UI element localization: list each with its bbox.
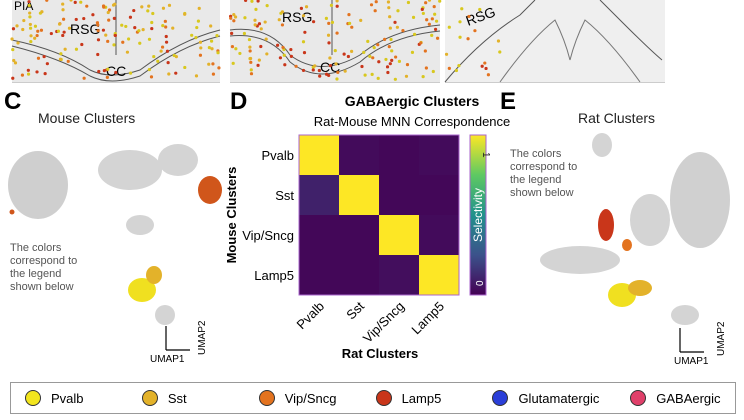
panel-c-title: Mouse Clusters <box>38 110 136 126</box>
rat-umap: UMAP1 UMAP2 <box>540 133 730 367</box>
x-tick-label: Pvalb <box>294 299 328 333</box>
legend-label: Pvalb <box>51 390 84 406</box>
heatmap-cell <box>419 255 459 295</box>
legend-label: Lamp5 <box>401 390 442 406</box>
brain-section-middle <box>230 0 440 83</box>
chart-subtitle: Rat-Mouse MNN Correspondence <box>314 114 510 129</box>
umap1-label: UMAP1 <box>674 356 709 367</box>
panel-d-label: D <box>230 88 248 115</box>
sst-cluster <box>146 266 162 284</box>
label-rsg-left: RSG <box>70 21 100 37</box>
y-axis-label: Mouse Clusters <box>224 167 239 264</box>
sst-dot-icon <box>141 390 158 406</box>
legend-item-sst: Sst <box>141 390 245 406</box>
legend-label: Sst <box>167 390 187 406</box>
heatmap-cell <box>299 175 339 215</box>
colorbar-max: 1 <box>480 152 491 158</box>
heatmap-chart: GABAergic Clusters Rat-Mouse MNN Corresp… <box>224 93 510 361</box>
heatmap-cell <box>339 255 379 295</box>
legend-item-glutamatergic: Glutamatergic <box>492 390 616 406</box>
umap2-label: UMAP2 <box>716 321 727 356</box>
panel-e-label: E <box>500 88 517 115</box>
legend-item-gabaergic: GABAergic <box>630 390 735 406</box>
legend-item-lamp5: Lamp5 <box>375 390 479 406</box>
legend-item-pvalb: Pvalb <box>25 390 128 406</box>
heatmap-cell <box>299 135 339 175</box>
lamp5-cluster <box>598 209 614 241</box>
y-tick-label: Pvalb <box>261 148 294 163</box>
heatmap-cell <box>419 135 459 175</box>
x-tick-label: Vip/Sncg <box>360 299 407 346</box>
legend-label: Glutamatergic <box>518 390 600 406</box>
umap1-label: UMAP1 <box>150 354 185 365</box>
vip-sncg-cluster <box>198 176 222 204</box>
heatmap-cell <box>299 215 339 255</box>
panel-c-label: C <box>4 88 22 115</box>
heatmap-cell <box>379 175 419 215</box>
brain-section-right <box>445 0 665 83</box>
heatmap-cell <box>379 215 419 255</box>
pvalb-cluster <box>128 278 156 302</box>
cluster-legend: Pvalb Sst Vip/Sncg Lamp5 Glutamatergic G… <box>10 382 736 414</box>
y-tick-label: Lamp5 <box>254 268 294 283</box>
vip-sncg-dot-icon <box>258 390 275 406</box>
glutamatergic-dot-icon <box>492 390 509 406</box>
y-tick-label: Sst <box>275 188 294 203</box>
heatmap-cell <box>339 175 379 215</box>
heatmap-cell <box>419 215 459 255</box>
heatmap-cell <box>379 255 419 295</box>
y-tick-label: Vip/Sncg <box>242 228 294 243</box>
pvalb-dot-icon <box>25 390 41 406</box>
gabaergic-dot-icon <box>630 390 647 406</box>
heatmap-cell <box>339 215 379 255</box>
heatmap-cell <box>379 135 419 175</box>
umap2-label: UMAP2 <box>197 320 208 355</box>
chart-title: GABAergic Clusters <box>345 93 480 109</box>
legend-label: GABAergic <box>656 390 721 406</box>
heatmap-cell <box>299 255 339 295</box>
label-rsg-mid: RSG <box>282 9 312 25</box>
heatmap-cell <box>339 135 379 175</box>
colorbar <box>469 134 487 296</box>
x-tick-label: Sst <box>343 298 367 322</box>
panel-c-note: The colors correspond to the legend show… <box>10 242 78 293</box>
colorbar-label: Selectivity <box>471 188 485 242</box>
heatmap-cell <box>419 175 459 215</box>
panel-e-note: The colors correspond to the legend show… <box>510 148 578 199</box>
legend-item-vip-sncg: Vip/Sncg <box>258 390 362 406</box>
panel-e-title: Rat Clusters <box>578 110 656 126</box>
x-tick-label: Lamp5 <box>408 299 447 338</box>
colorbar-min: 0 <box>475 280 486 286</box>
label-pia: PIA <box>14 0 33 13</box>
lamp5-dot-icon <box>375 390 392 406</box>
brain-section-overlay: PIA RSG CC RSG CC RSG <box>10 0 663 83</box>
x-axis-label: Rat Clusters <box>342 346 419 361</box>
mouse-umap: UMAP1 UMAP2 <box>8 144 222 365</box>
legend-label: Vip/Sncg <box>284 390 337 406</box>
